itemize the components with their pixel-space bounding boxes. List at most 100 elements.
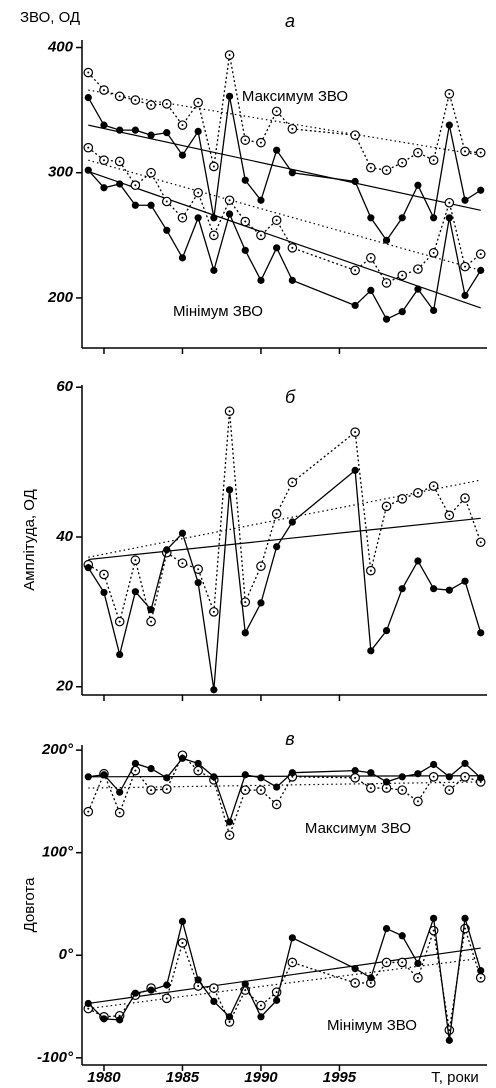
marker: [461, 577, 469, 585]
marker: [241, 629, 249, 637]
marker: [116, 180, 124, 188]
y-tick-label: 20: [55, 678, 73, 695]
marker: [382, 924, 391, 933]
annotation: Мінімум ЗВО: [327, 1017, 417, 1034]
marker-dot: [259, 234, 262, 237]
marker: [194, 759, 202, 768]
marker: [398, 932, 406, 940]
marker-dot: [102, 89, 105, 92]
marker: [351, 466, 359, 474]
series-line: [87, 96, 482, 242]
marker: [116, 1016, 124, 1024]
marker-dot: [464, 927, 467, 930]
marker-dot: [181, 562, 184, 565]
series-line: [87, 147, 482, 284]
marker: [398, 585, 406, 593]
marker: [461, 196, 469, 204]
marker: [100, 121, 108, 129]
marker: [210, 266, 218, 274]
x-tick-label: 1990: [244, 1069, 278, 1086]
marker-dot: [87, 1007, 90, 1010]
marker: [84, 999, 92, 1008]
trend-line: [88, 947, 481, 1005]
marker: [477, 967, 485, 975]
marker-dot: [354, 981, 357, 984]
marker-dot: [416, 976, 419, 979]
marker: [382, 627, 391, 635]
marker-dot: [259, 141, 262, 144]
marker-dot: [416, 151, 419, 154]
marker: [367, 769, 375, 777]
marker-dot: [291, 481, 294, 484]
marker-dot: [197, 191, 200, 194]
marker: [461, 291, 469, 300]
marker: [398, 308, 406, 316]
marker-dot: [275, 803, 278, 806]
y-tick-label: 200°: [41, 741, 74, 758]
marker-dot: [401, 161, 404, 164]
trend-line: [88, 170, 481, 309]
marker: [210, 773, 218, 781]
trend-line: [88, 781, 481, 789]
marker-dot: [244, 789, 247, 792]
marker-dot: [150, 789, 153, 792]
marker: [131, 126, 139, 134]
marker: [430, 914, 438, 922]
marker-dot: [464, 150, 467, 153]
marker: [398, 773, 406, 781]
marker-dot: [432, 251, 435, 254]
marker-dot: [118, 1014, 121, 1017]
marker: [241, 771, 249, 779]
marker: [477, 266, 485, 274]
x-axis-label: T, роки: [431, 1069, 478, 1086]
marker: [273, 996, 281, 1004]
y-axis-label: Довгота: [21, 877, 38, 932]
marker: [116, 650, 124, 659]
y-axis-label: ЗВО, ОД: [20, 9, 80, 26]
y-tick-label: 200: [47, 289, 74, 306]
marker-dot: [275, 110, 278, 113]
marker-dot: [479, 151, 482, 154]
y-tick-label: -100°: [37, 1049, 74, 1066]
marker-dot: [479, 253, 482, 256]
marker: [84, 166, 92, 174]
marker: [273, 783, 281, 791]
marker: [445, 1036, 453, 1044]
marker-dot: [448, 1029, 451, 1032]
marker: [382, 315, 391, 323]
marker: [116, 788, 124, 796]
marker-dot: [134, 99, 137, 102]
marker: [257, 599, 265, 607]
annotation: а: [285, 11, 295, 31]
marker-dot: [291, 127, 294, 130]
marker: [477, 774, 485, 782]
marker: [147, 606, 155, 614]
annotation: б: [285, 387, 296, 407]
trend-line: [88, 159, 481, 271]
trend-line: [88, 957, 481, 1010]
marker: [257, 196, 265, 204]
marker-dot: [479, 976, 482, 979]
marker: [430, 760, 438, 769]
marker-dot: [102, 573, 105, 576]
marker: [273, 146, 281, 154]
marker: [430, 214, 438, 222]
marker-dot: [385, 281, 388, 284]
y-tick-label: 60: [56, 378, 73, 395]
marker: [367, 647, 375, 655]
marker-dot: [354, 269, 357, 272]
marker-dot: [197, 769, 200, 772]
marker-dot: [244, 989, 247, 992]
marker-dot: [416, 491, 419, 494]
marker: [84, 564, 92, 572]
marker-dot: [228, 54, 231, 57]
marker-dot: [228, 834, 231, 837]
marker-dot: [134, 184, 137, 187]
marker-dot: [291, 961, 294, 964]
marker-dot: [448, 92, 451, 95]
marker-dot: [479, 780, 482, 783]
marker-dot: [369, 166, 372, 169]
marker: [351, 767, 359, 775]
marker: [100, 588, 108, 597]
annotation: Максимум ЗВО: [242, 88, 348, 105]
